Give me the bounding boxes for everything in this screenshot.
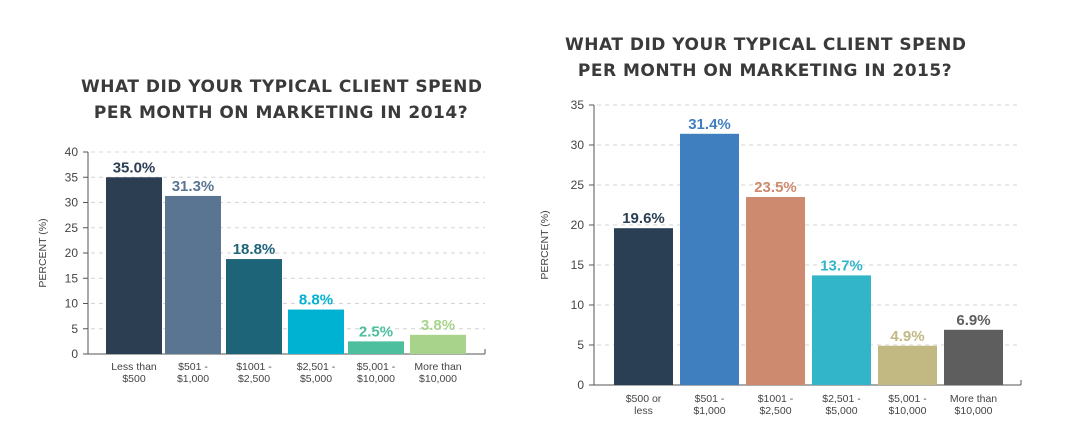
x-tick-label-2014-1: $1,000 (177, 373, 209, 385)
x-tick-label-2014-2: $2,500 (238, 373, 270, 385)
y-tick-label-2015: 30 (571, 138, 585, 152)
data-label-2014-1: 31.3% (172, 178, 215, 195)
x-tick-label-2014-5: $10,000 (419, 373, 457, 385)
bar-2014-2 (226, 259, 282, 354)
x-tick-label-2015-0: $500 or (626, 393, 662, 405)
data-label-2015-5: 6.9% (956, 312, 990, 329)
y-tick-label-2015: 35 (571, 98, 585, 112)
data-label-2015-0: 19.6% (622, 210, 665, 227)
x-tick-label-2015-3: $2,501 - (822, 393, 861, 405)
x-tick-label-2014-0: $500 (122, 373, 146, 385)
y-tick-label-2014: 15 (65, 271, 79, 285)
y-axis-label-2015: PERCENT (%) (539, 210, 551, 279)
y-tick-label-2014: 5 (71, 322, 78, 336)
bar-2015-4 (878, 345, 937, 385)
x-tick-label-2015-1: $501 - (695, 393, 725, 405)
bar-2014-4 (348, 341, 404, 354)
x-tick-label-2015-2: $1001 - (758, 393, 794, 405)
data-label-2015-3: 13.7% (820, 257, 863, 274)
data-label-2015-4: 4.9% (890, 328, 924, 345)
y-tick-label-2015: 25 (571, 178, 585, 192)
x-tick-label-2014-5: More than (414, 361, 461, 373)
x-tick-label-2014-1: $501 - (178, 361, 208, 373)
x-tick-label-2015-5: More than (950, 393, 997, 405)
x-tick-label-2015-5: $10,000 (955, 405, 993, 417)
chart-2015-title: WHAT DID YOUR TYPICAL CLIENT SPEND PER M… (565, 32, 967, 84)
bar-2015-5 (944, 329, 1003, 385)
y-tick-label-2014: 30 (65, 196, 79, 210)
x-tick-label-2015-3: $5,000 (825, 405, 857, 417)
data-label-2014-4: 2.5% (359, 323, 393, 340)
x-tick-label-2015-0: less (634, 405, 653, 417)
x-tick-label-2015-4: $5,001 - (888, 393, 927, 405)
bar-2015-2 (746, 197, 805, 385)
data-label-2014-2: 18.8% (233, 241, 276, 258)
chart-2014-title: WHAT DID YOUR TYPICAL CLIENT SPEND PER M… (81, 74, 483, 126)
data-label-2015-2: 23.5% (754, 179, 797, 196)
y-tick-label-2014: 40 (65, 145, 79, 159)
x-tick-label-2014-3: $5,000 (300, 373, 332, 385)
y-tick-label-2014: 35 (65, 170, 79, 184)
y-tick-label-2015: 0 (577, 378, 584, 392)
y-tick-label-2015: 20 (571, 218, 585, 232)
y-tick-label-2014: 25 (65, 221, 79, 235)
x-tick-label-2014-2: $1001 - (236, 361, 272, 373)
x-tick-label-2014-0: Less than (111, 361, 157, 373)
bar-2014-3 (288, 309, 344, 354)
bar-2015-0 (614, 228, 673, 385)
bar-2015-1 (680, 133, 739, 385)
bar-2015-3 (812, 275, 871, 385)
chart-2015-title-line-2: PER MONTH ON MARKETING IN 2015? (577, 61, 953, 81)
y-tick-label-2015: 5 (577, 338, 584, 352)
bar-2014-1 (165, 195, 221, 354)
x-tick-label-2014-3: $2,501 - (297, 361, 336, 373)
y-tick-label-2015: 10 (571, 298, 585, 312)
data-label-2014-0: 35.0% (113, 159, 156, 176)
y-tick-label-2015: 15 (571, 258, 585, 272)
bar-2014-5 (410, 334, 466, 354)
y-tick-label-2014: 20 (65, 246, 79, 260)
data-label-2014-3: 8.8% (299, 292, 333, 309)
bar-2014-0 (106, 177, 162, 354)
y-tick-label-2014: 10 (65, 297, 79, 311)
y-tick-label-2014: 0 (71, 347, 78, 361)
chart-2014-title-line-1: WHAT DID YOUR TYPICAL CLIENT SPEND (81, 77, 483, 97)
data-label-2015-1: 31.4% (688, 116, 731, 133)
x-tick-label-2015-1: $1,000 (693, 405, 725, 417)
data-label-2014-5: 3.8% (421, 317, 455, 334)
y-axis-label-2014: PERCENT (%) (37, 218, 49, 287)
chart-2014-title-line-2: PER MONTH ON MARKETING IN 2014? (93, 103, 469, 123)
x-tick-label-2015-4: $10,000 (889, 405, 927, 417)
x-tick-label-2014-4: $10,000 (357, 373, 395, 385)
x-tick-label-2015-2: $2,500 (759, 405, 791, 417)
x-tick-label-2014-4: $5,001 - (357, 361, 396, 373)
chart-2015-title-line-1: WHAT DID YOUR TYPICAL CLIENT SPEND (565, 35, 967, 55)
